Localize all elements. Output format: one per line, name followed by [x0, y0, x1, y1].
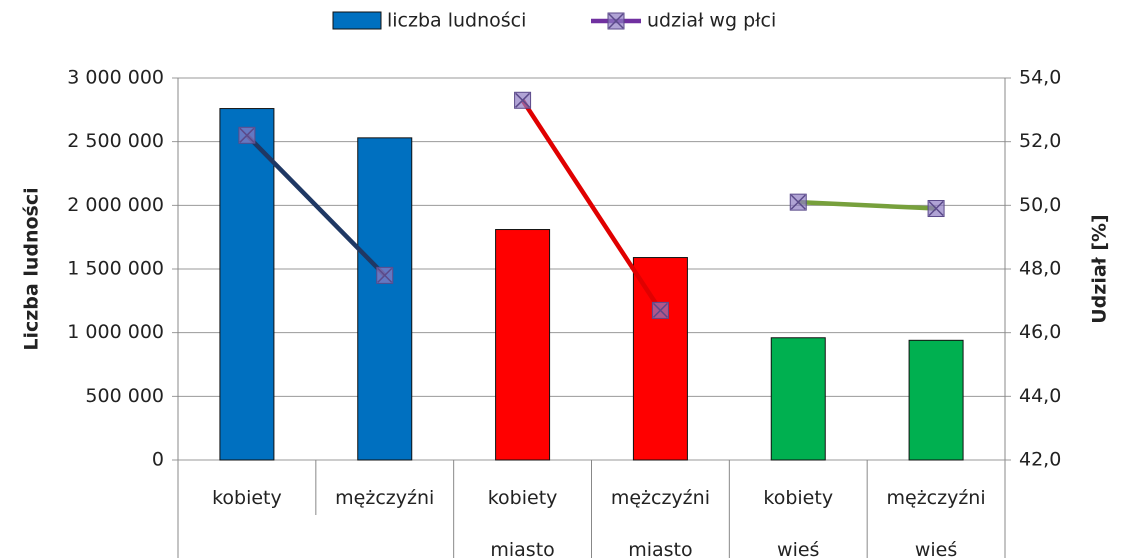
- marker-x: [790, 194, 806, 210]
- legend-label: liczba ludności: [387, 10, 526, 32]
- bar: [357, 137, 413, 461]
- line-segment: [245, 133, 387, 277]
- line-segment: [520, 99, 663, 312]
- line-marker: [238, 126, 256, 144]
- x-tick-label: mężczyźni miasto: [610, 487, 710, 558]
- line-marker: [651, 301, 669, 319]
- x-tick-label: kobiety miasto: [487, 487, 558, 558]
- legend: liczba ludności udział wg płci: [332, 10, 776, 32]
- bar: [632, 257, 688, 461]
- x-tick-label: mężczyźni: [335, 487, 435, 509]
- y-tick-label: 0: [152, 449, 164, 471]
- bar: [495, 229, 551, 461]
- y-tick-label: 1 000 000: [67, 321, 164, 343]
- line-marker: [927, 200, 945, 218]
- y2-tick-label: 48,0: [1019, 258, 1061, 280]
- y-axis-title: Liczba ludności: [21, 187, 43, 350]
- marker-x: [239, 127, 255, 143]
- y2-tick-label: 50,0: [1019, 194, 1061, 216]
- y-tick-label: 3 000 000: [67, 67, 164, 89]
- y2-tick-label: 42,0: [1019, 449, 1061, 471]
- y-tick-label: 1 500 000: [67, 258, 164, 280]
- legend-label: udział wg płci: [647, 10, 776, 32]
- y2-axis-title: Udział [%]: [1089, 214, 1111, 324]
- legend-marker: [607, 12, 625, 30]
- x-tick-label: kobiety wieś: [763, 487, 834, 558]
- line-segment: [798, 199, 937, 211]
- line-marker: [514, 91, 532, 109]
- y2-tick-label: 44,0: [1019, 385, 1061, 407]
- legend-swatch: [332, 11, 382, 30]
- marker-x: [928, 200, 944, 217]
- line-marker: [376, 266, 394, 284]
- y2-tick-label: 52,0: [1019, 130, 1061, 152]
- marker-x: [377, 267, 393, 283]
- bar: [908, 339, 964, 461]
- bar: [770, 337, 826, 461]
- y-tick-label: 2 500 000: [67, 130, 164, 152]
- marker-x: [608, 13, 624, 29]
- x-tick-label: kobiety: [212, 487, 282, 509]
- line-marker: [789, 193, 807, 211]
- marker-x: [652, 302, 668, 318]
- y-tick-label: 500 000: [85, 385, 164, 407]
- y2-tick-label: 54,0: [1019, 67, 1061, 89]
- bar: [219, 108, 275, 461]
- marker-x: [515, 92, 531, 108]
- y2-tick-label: 46,0: [1019, 321, 1061, 343]
- y-tick-label: 2 000 000: [67, 194, 164, 216]
- x-tick-label: mężczyźni wieś: [886, 487, 986, 558]
